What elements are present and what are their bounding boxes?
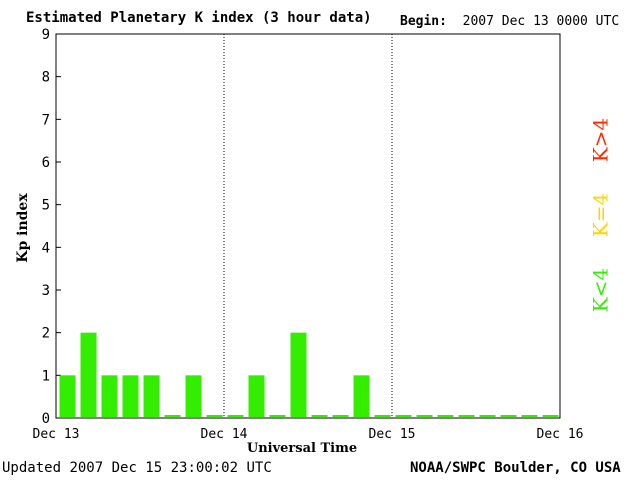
kp-bar (227, 415, 244, 417)
y-tick-label: 5 (42, 198, 50, 214)
kp-bar (395, 415, 412, 417)
kp-bar (374, 415, 391, 417)
updated-value: 2007 Dec 15 23:00:02 UTC (69, 460, 272, 476)
kp-bar (311, 415, 328, 417)
kp-bar (458, 415, 475, 417)
y-tick-label: 1 (42, 368, 50, 384)
kp-bar (164, 415, 181, 417)
kp-bar (416, 415, 433, 417)
y-tick-label: 6 (42, 155, 50, 171)
y-tick-label: 3 (42, 283, 50, 299)
y-tick-label: 4 (42, 240, 50, 256)
plot-frame (55, 33, 561, 419)
y-tick-label: 9 (42, 27, 50, 43)
y-axis-label: Kp index (15, 193, 31, 263)
y-tick-label: 0 (42, 411, 50, 427)
kp-bar (290, 332, 307, 417)
x-tick-label: Dec 14 (201, 427, 248, 442)
chart-title: Estimated Planetary K index (3 hour data… (26, 10, 372, 26)
kp-bar (542, 415, 559, 417)
kp-bar (437, 415, 454, 417)
updated-timestamp: Updated 2007 Dec 15 23:00:02 UTC (2, 460, 272, 476)
y-tick-label: 2 (42, 326, 50, 342)
begin-value: 2007 Dec 13 0000 UTC (462, 14, 620, 29)
kp-bar (80, 332, 97, 417)
kp-bar (521, 415, 538, 417)
kp-bar (269, 415, 286, 417)
begin-time: Begin: 2007 Dec 13 0000 UTC (400, 14, 619, 29)
kp-bar (206, 415, 223, 417)
kp-bar (479, 415, 496, 417)
kp-bar (101, 375, 118, 417)
kp-bar (248, 375, 265, 417)
kp-bar (332, 415, 349, 417)
data-source: NOAA/SWPC Boulder, CO USA (410, 460, 621, 476)
kp-bar (353, 375, 370, 417)
legend-entry: K>4 (589, 118, 613, 162)
kp-bar (143, 375, 160, 417)
kp-bar (500, 415, 517, 417)
kp-bar (122, 375, 139, 417)
y-tick-label: 8 (42, 70, 50, 86)
begin-label: Begin: (400, 14, 447, 29)
updated-label: Updated (2, 460, 62, 476)
x-tick-label: Dec 16 (537, 427, 584, 442)
legend-entry: K=4 (589, 193, 613, 237)
kp-bar (59, 375, 76, 417)
legend-entry: K<4 (589, 268, 613, 312)
x-axis-label: Universal Time (247, 441, 357, 456)
x-tick-label: Dec 13 (33, 427, 80, 442)
x-tick-label: Dec 15 (369, 427, 416, 442)
kp-bar (185, 375, 202, 417)
y-tick-label: 7 (42, 112, 50, 128)
